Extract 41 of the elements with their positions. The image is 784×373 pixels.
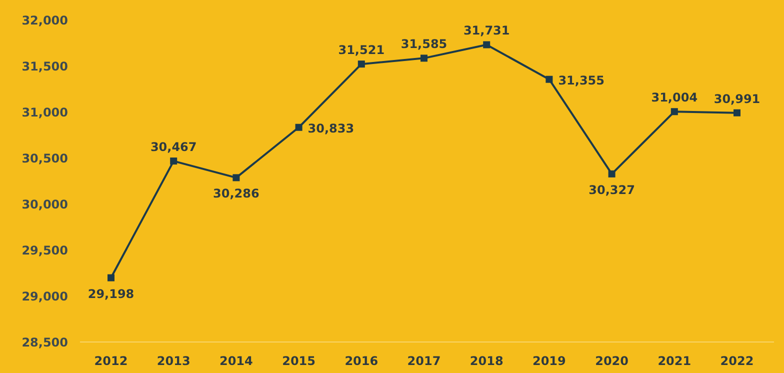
point — [420, 54, 428, 62]
point — [483, 41, 490, 48]
data-label: 31,521 — [338, 43, 385, 58]
point — [232, 174, 240, 182]
x-tick-label: 2022 — [720, 354, 754, 368]
y-tick-label: 28,500 — [22, 336, 68, 350]
y-tick-label: 32,000 — [22, 14, 68, 28]
x-tick-label: 2013 — [156, 354, 190, 368]
data-label: 30,286 — [213, 186, 260, 201]
point — [170, 158, 178, 165]
point — [295, 124, 302, 131]
x-tick-label: 2021 — [658, 354, 692, 368]
x-tick-label: 2020 — [595, 354, 629, 368]
data-label: 30,467 — [150, 140, 197, 154]
data-label: 29,198 — [88, 286, 134, 301]
point — [734, 109, 740, 116]
data-label: 30,833 — [308, 121, 354, 136]
x-tick-label: 2012 — [94, 354, 128, 368]
data-label: 31,731 — [463, 24, 510, 38]
x-tick-label: 2019 — [532, 354, 566, 368]
y-tick-label: 29,500 — [22, 244, 68, 258]
data-label: 31,585 — [400, 37, 448, 52]
y-tick-label: 31,000 — [22, 106, 68, 120]
data-label: 31,355 — [558, 73, 605, 88]
data-label: 30,991 — [714, 92, 760, 106]
x-tick-label: 2016 — [344, 354, 378, 368]
x-tick-label: 2018 — [470, 354, 504, 368]
x-tick-label: 2014 — [219, 354, 253, 368]
point — [608, 170, 616, 178]
x-tick-label: 2017 — [407, 354, 441, 368]
y-tick-label: 31,500 — [22, 60, 68, 74]
y-tick-label: 30,000 — [22, 198, 68, 212]
point — [546, 76, 553, 83]
point — [358, 60, 365, 68]
point — [108, 274, 114, 282]
data-label: 30,327 — [588, 182, 635, 197]
point — [670, 108, 678, 116]
x-tick-label: 2015 — [282, 354, 316, 368]
data-label: 31,004 — [651, 90, 698, 105]
y-tick-label: 29,000 — [22, 290, 68, 304]
y-tick-label: 30,500 — [22, 152, 68, 166]
